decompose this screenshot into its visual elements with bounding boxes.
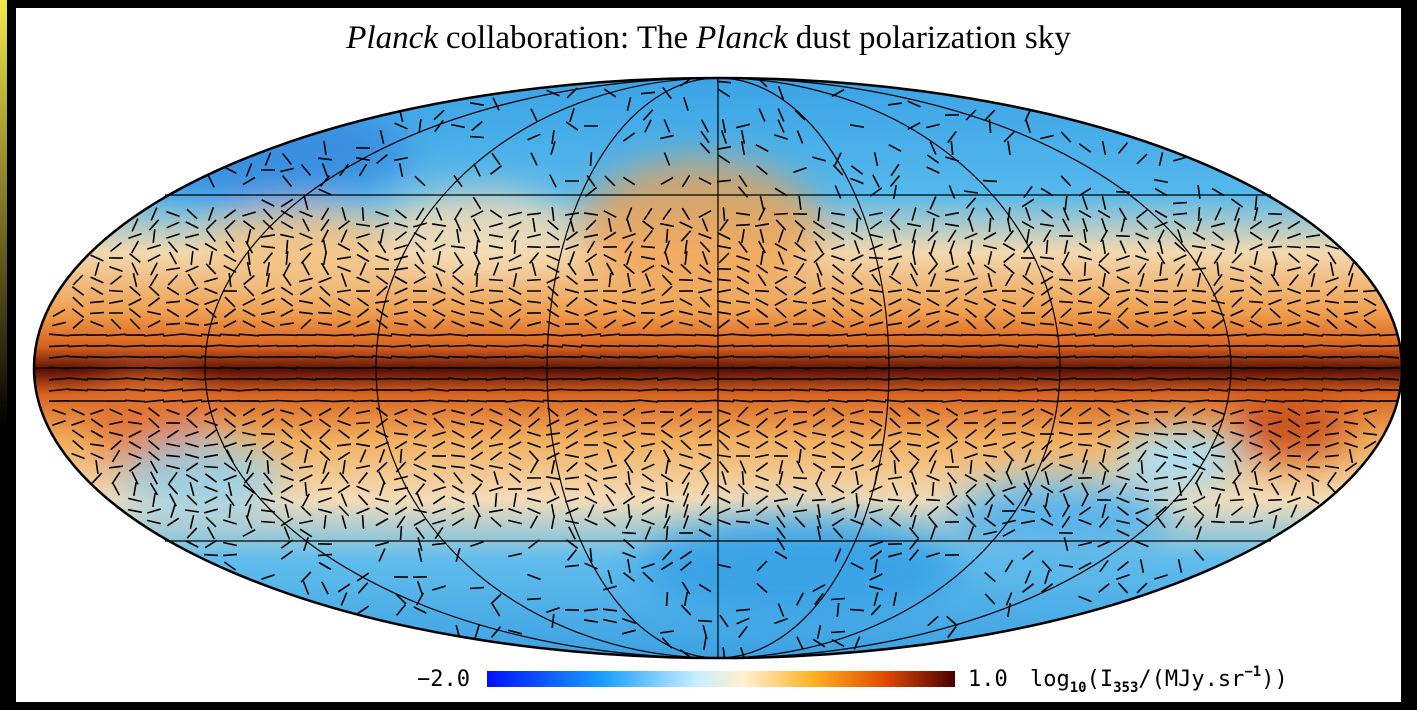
colorbar [487,671,955,687]
sky-map: −2.0 1.0 log10(I353/(MJy.sr−1)) [0,0,1417,710]
colorbar-label-part: 353 [1113,680,1138,696]
colorbar-label-part: −1 [1244,664,1261,680]
colorbar-label: log10(I353/(MJy.sr−1)) [1030,664,1288,696]
colorbar-label-part: )) [1261,667,1288,692]
page: {"title": [{"text": "Planck", "italic": … [0,0,1417,710]
colorbar-min-label: −2.0 [417,667,470,692]
colorbar-label-part: /(MJy.sr [1138,667,1244,692]
colorbar-max-label: 1.0 [968,667,1008,692]
colorbar-label-part: (I [1087,667,1114,692]
colorbar-label-part: log [1030,667,1070,692]
colorbar-label-part: 10 [1070,680,1087,696]
